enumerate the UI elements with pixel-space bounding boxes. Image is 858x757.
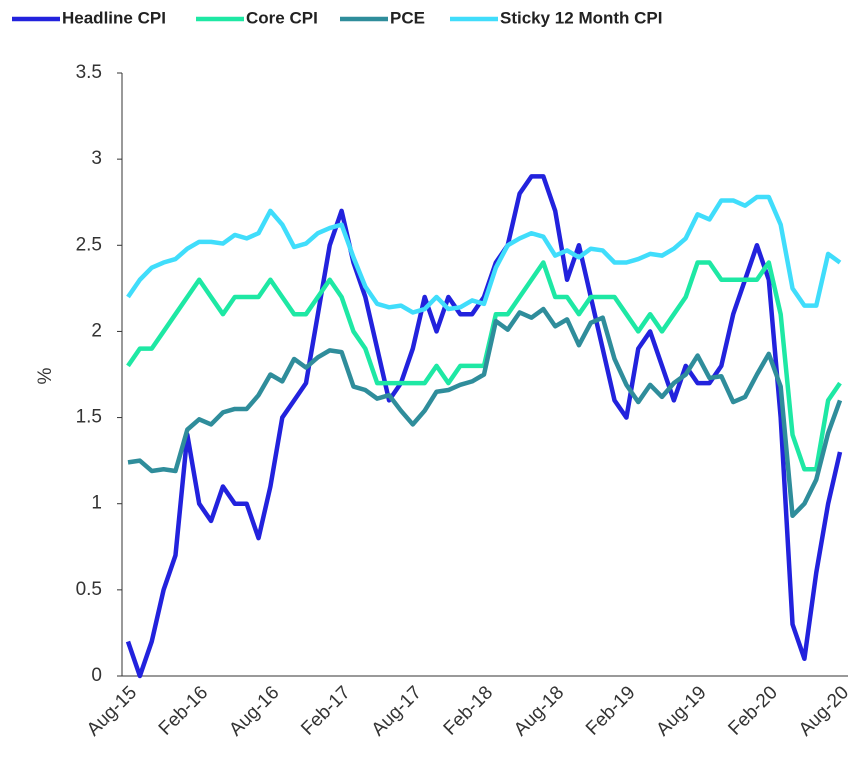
y-tick-label: 2 <box>91 320 102 341</box>
legend-label: Headline CPI <box>62 8 166 27</box>
series-line <box>125 174 843 679</box>
y-tick-label: 0.5 <box>76 579 102 600</box>
y-tick-label: 3.5 <box>76 62 102 83</box>
x-tick-label: Feb-19 <box>582 682 639 739</box>
legend-label: Core CPI <box>246 8 318 27</box>
x-tick-label: Feb-17 <box>297 682 354 739</box>
x-tick-label: Aug-18 <box>510 682 568 740</box>
x-tick-label: Aug-19 <box>653 682 711 740</box>
series-line <box>127 306 843 519</box>
y-tick-label: 1 <box>91 493 102 514</box>
x-tick-label: Aug-16 <box>225 682 283 740</box>
legend-label: PCE <box>390 8 425 27</box>
legend-label: Sticky 12 Month CPI <box>500 8 662 27</box>
y-tick-label: 1.5 <box>76 407 102 428</box>
y-tick-label: 0 <box>91 665 102 686</box>
x-tick-label: Aug-20 <box>795 682 853 740</box>
y-axis-label: % <box>35 367 56 384</box>
x-tick-label: Feb-20 <box>724 682 781 739</box>
x-tick-label: Feb-18 <box>440 682 497 739</box>
x-tick-label: Aug-17 <box>368 682 426 740</box>
x-tick-label: Aug-15 <box>83 682 141 740</box>
y-tick-label: 2.5 <box>76 234 102 255</box>
x-tick-label: Feb-16 <box>155 682 212 739</box>
y-tick-label: 3 <box>91 148 102 169</box>
series-line <box>126 194 842 315</box>
